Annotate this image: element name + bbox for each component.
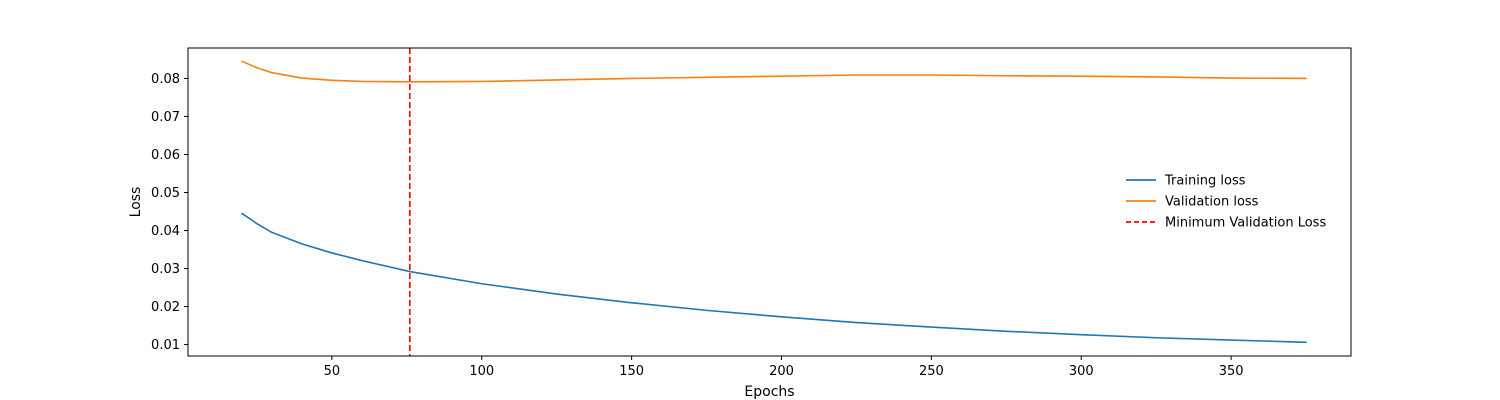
y-tick-label: 0.05 — [151, 186, 180, 201]
x-tick-label: 100 — [469, 364, 494, 379]
y-tick-label: 0.04 — [151, 224, 180, 239]
y-tick-label: 0.06 — [151, 148, 180, 163]
legend-label-training-loss: Training loss — [1164, 174, 1246, 189]
legend-label-validation-loss: Validation loss — [1165, 195, 1259, 210]
y-axis-label: Loss — [128, 187, 144, 218]
x-axis-label: Epochs — [744, 384, 794, 400]
y-tick-label: 0.07 — [151, 110, 180, 125]
x-tick-label: 250 — [919, 364, 944, 379]
x-tick-label: 300 — [1069, 364, 1094, 379]
y-tick-label: 0.01 — [151, 338, 180, 353]
x-tick-label: 50 — [324, 364, 341, 379]
x-tick-label: 200 — [769, 364, 794, 379]
legend: Training loss Validation loss Minimum Vali… — [1126, 174, 1326, 231]
series-line-training-loss — [241, 212, 1307, 344]
x-tick-label: 350 — [1219, 364, 1244, 379]
x-tick-label: 150 — [619, 364, 644, 379]
series-line-validation-loss — [241, 60, 1307, 83]
legend-label-min-validation-loss: Minimum Validation Loss — [1165, 216, 1326, 231]
plot-frame — [187, 47, 1352, 357]
y-tick-label: 0.08 — [151, 72, 180, 87]
y-tick-label: 0.03 — [151, 262, 180, 277]
y-tick-label: 0.02 — [151, 300, 180, 315]
